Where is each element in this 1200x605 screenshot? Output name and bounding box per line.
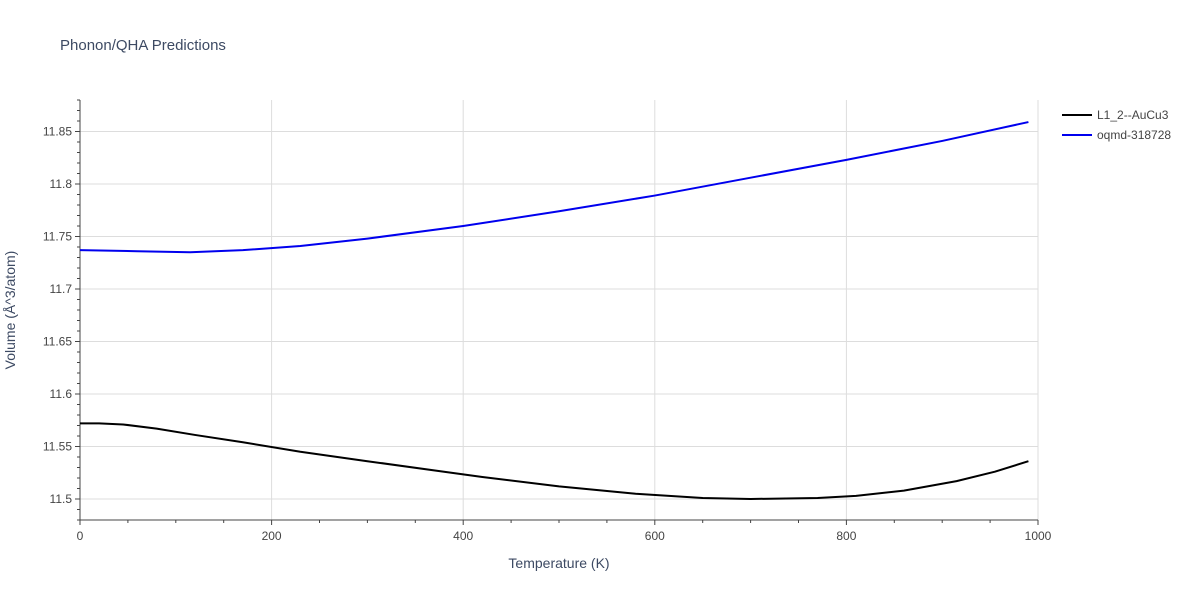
x-tick-label: 0 xyxy=(77,529,84,543)
x-tick-label: 600 xyxy=(645,529,665,543)
x-tick-label: 200 xyxy=(262,529,282,543)
chart-title: Phonon/QHA Predictions xyxy=(60,37,226,54)
y-tick-label: 11.85 xyxy=(43,125,72,139)
series-line-L1_2--AuCu3[interactable] xyxy=(80,422,1029,500)
y-tick-label: 11.5 xyxy=(50,492,73,506)
series-line-oqmd-318728[interactable] xyxy=(79,121,1029,254)
grid-lines xyxy=(80,100,1039,520)
y-tick-label: 11.6 xyxy=(50,387,73,401)
y-tick-label: 11.55 xyxy=(43,440,72,454)
legend-label: oqmd-318728 xyxy=(1097,128,1171,142)
legend-label: L1_2--AuCu3 xyxy=(1097,108,1169,122)
legend[interactable]: L1_2--AuCu3 oqmd-318728 xyxy=(1062,108,1171,142)
legend-item[interactable]: oqmd-318728 xyxy=(1062,128,1171,142)
y-tick-label: 11.8 xyxy=(50,177,73,191)
y-axis-title: Volume (Å^3/atom) xyxy=(2,251,18,370)
y-tick-label: 11.75 xyxy=(43,230,72,244)
x-tick-label: 400 xyxy=(453,529,473,543)
tick-labels: 0 200 400 600 800 1000 11.5 11.55 11.6 11.65 11.7 1… xyxy=(43,125,1052,544)
x-axis-title: Temperature (K) xyxy=(508,555,609,571)
series-lines xyxy=(79,121,1029,500)
y-tick-label: 11.7 xyxy=(50,282,73,296)
axes xyxy=(75,99,1039,525)
x-tick-label: 1000 xyxy=(1025,529,1052,543)
legend-item[interactable]: L1_2--AuCu3 xyxy=(1062,108,1169,122)
y-tick-label: 11.65 xyxy=(43,335,72,349)
x-tick-label: 800 xyxy=(836,529,856,543)
